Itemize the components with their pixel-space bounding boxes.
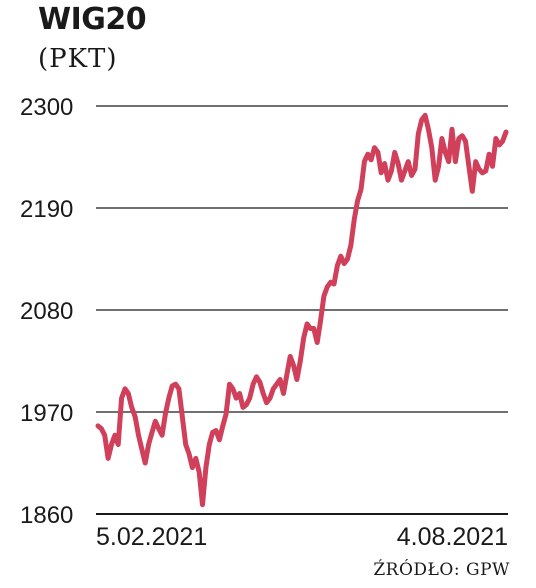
grid-lines [96,105,508,515]
x-tick-label: 4.08.2021 [397,523,508,551]
y-tick-label: 1860 [20,502,73,529]
y-tick-labels: 1860 1970 2080 2190 2300 [20,94,73,529]
unit-label: (PKT) [38,44,118,74]
y-tick-label: 2300 [20,94,73,121]
y-tick-label: 1970 [20,400,73,427]
x-tick-labels: 5.02.2021 4.08.2021 [96,523,508,551]
y-tick-label: 2190 [20,196,73,223]
source-note: ŹRÓDŁO: GPW [373,560,510,580]
series-line [95,112,509,508]
y-tick-label: 2080 [20,298,73,325]
chart-title: WIG20 [38,2,147,37]
x-tick-label: 5.02.2021 [96,523,207,551]
